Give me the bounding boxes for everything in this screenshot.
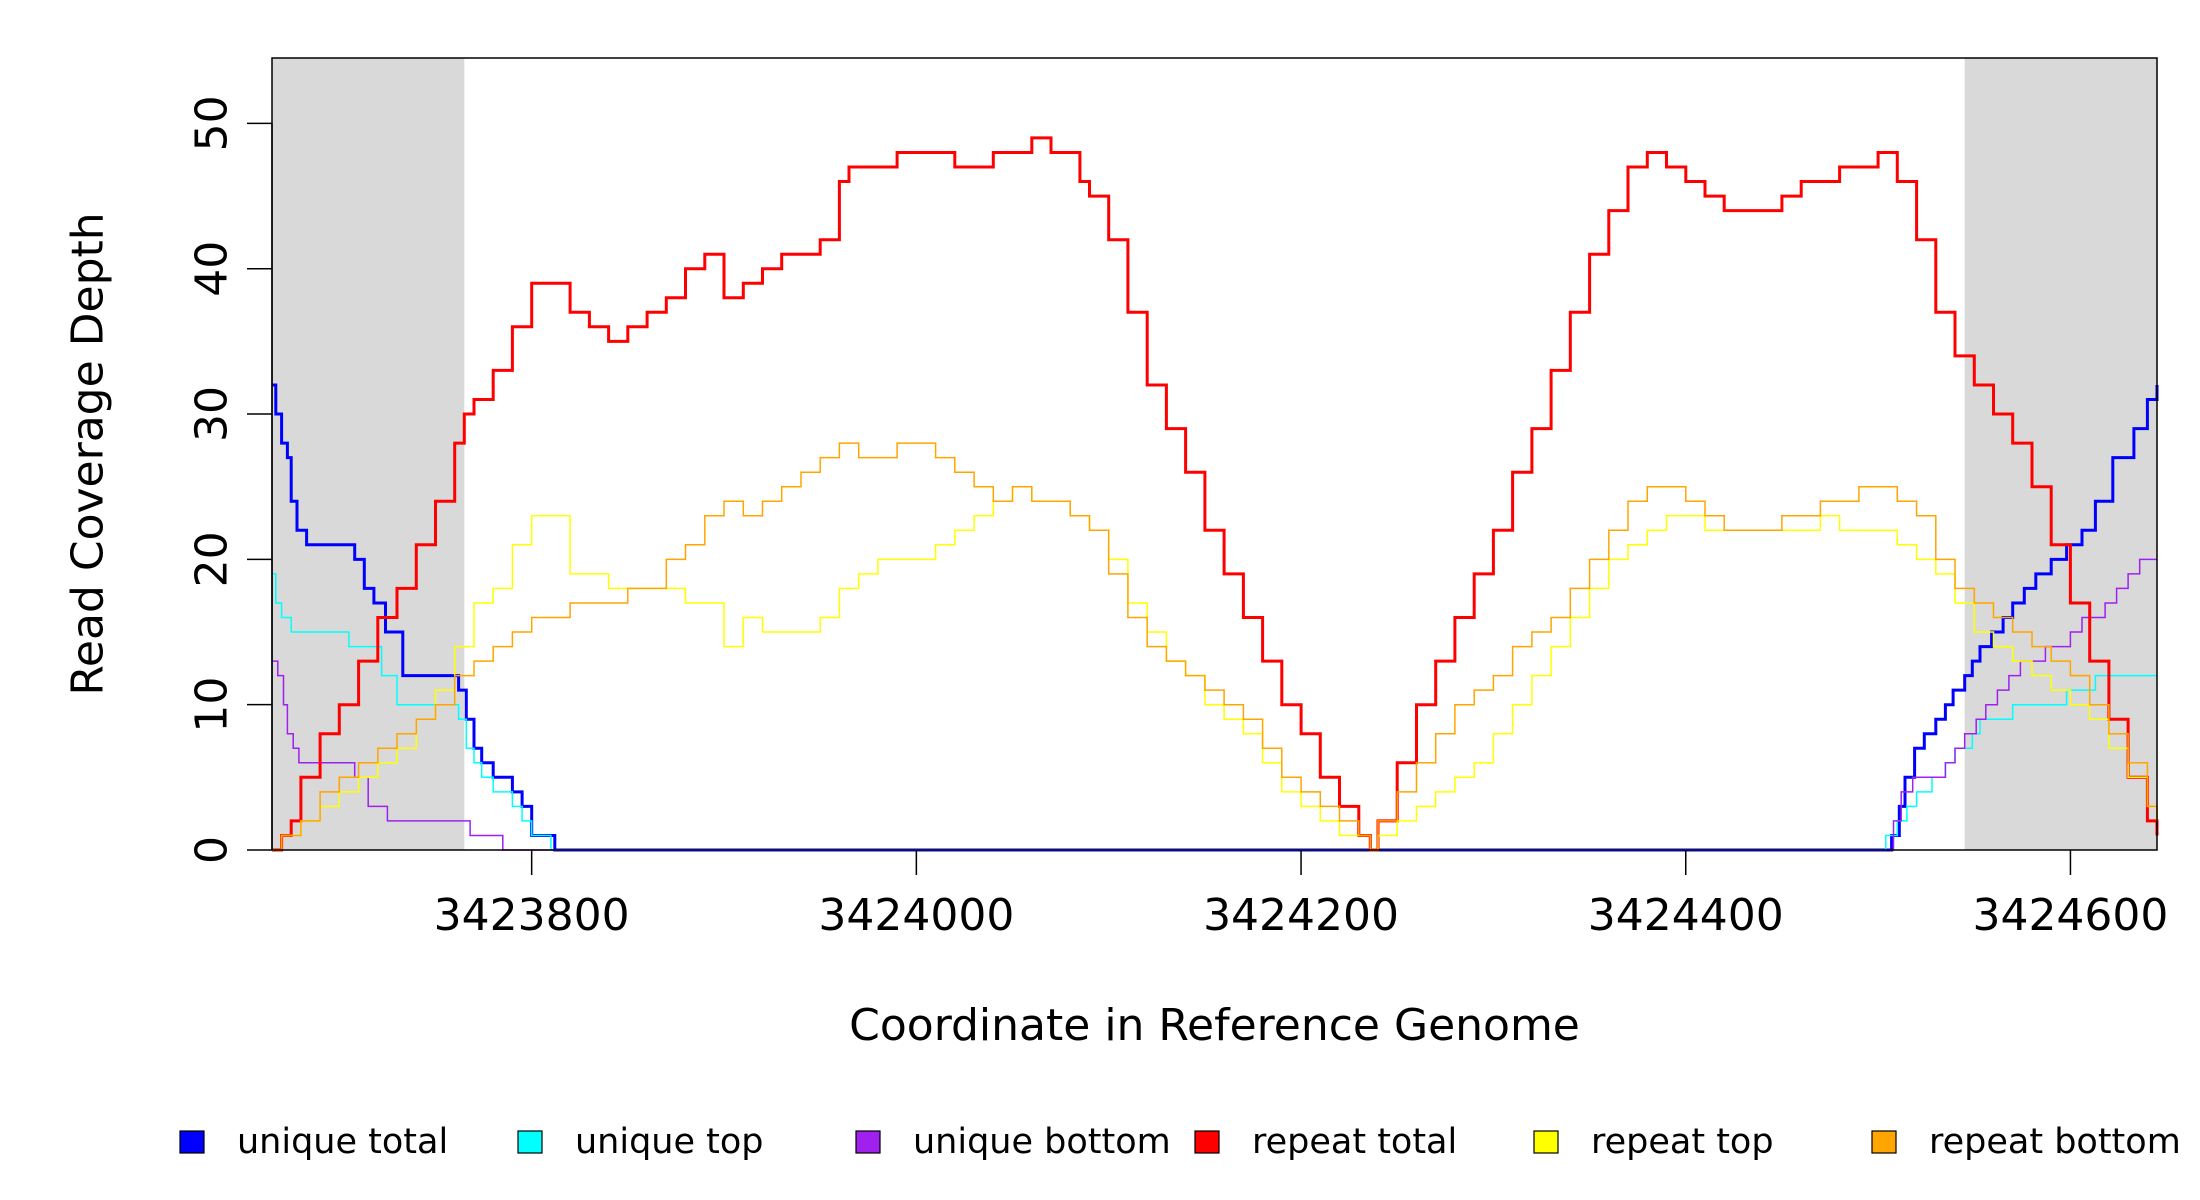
legend-swatch-repeat-bottom [1871,1130,1897,1154]
legend-label-repeat-total: repeat total [1252,1122,1457,1162]
y-tick-label: 50 [187,95,238,151]
y-tick-label: 30 [187,386,238,442]
legend-swatch-unique-top [517,1130,543,1154]
legend-swatch-repeat-top [1533,1130,1559,1154]
x-tick-label: 3424000 [818,890,1014,941]
y-tick-label: 40 [187,241,238,297]
y-tick-label: 10 [187,677,238,733]
x-axis-title: Coordinate in Reference Genome [849,1000,1580,1051]
series-repeat-bottom-line [272,442,2158,851]
y-tick-label: 20 [187,531,238,587]
x-tick-label: 3424400 [1588,890,1784,941]
legend-swatch-unique-bottom [855,1130,881,1154]
y-axis: 0 10 20 30 40 50 [187,95,273,864]
x-axis: 3423800 3424000 3424200 3424400 3424600 [434,850,2168,941]
y-axis-title: Read Coverage Depth [63,212,114,695]
x-tick-label: 3424200 [1203,890,1399,941]
legend-label-unique-bottom: unique bottom [913,1122,1171,1162]
series-lines [272,136,2159,852]
legend-label-repeat-top: repeat top [1591,1122,1774,1162]
y-tick-label: 0 [187,836,238,864]
legend-label-repeat-bottom: repeat bottom [1929,1122,2181,1162]
x-tick-label: 3423800 [434,890,630,941]
legend-swatch-unique-total [179,1130,205,1154]
shaded-region-1 [272,58,465,850]
series-repeat-total-line [272,136,2159,852]
x-tick-label: 3424600 [1972,890,2168,941]
legend: unique total unique top unique bottom repea… [179,1122,2181,1162]
legend-label-unique-total: unique total [237,1122,448,1162]
shaded-regions [272,58,2157,850]
series-repeat-top-line [272,485,2158,851]
series-unique-bottom-line [272,558,2157,851]
legend-swatch-repeat-total [1194,1130,1220,1154]
series-unique-total-line [272,383,2159,852]
plot-frame [271,57,2158,851]
legend-label-unique-top: unique top [575,1122,764,1162]
series-unique-top-line [272,573,2157,851]
